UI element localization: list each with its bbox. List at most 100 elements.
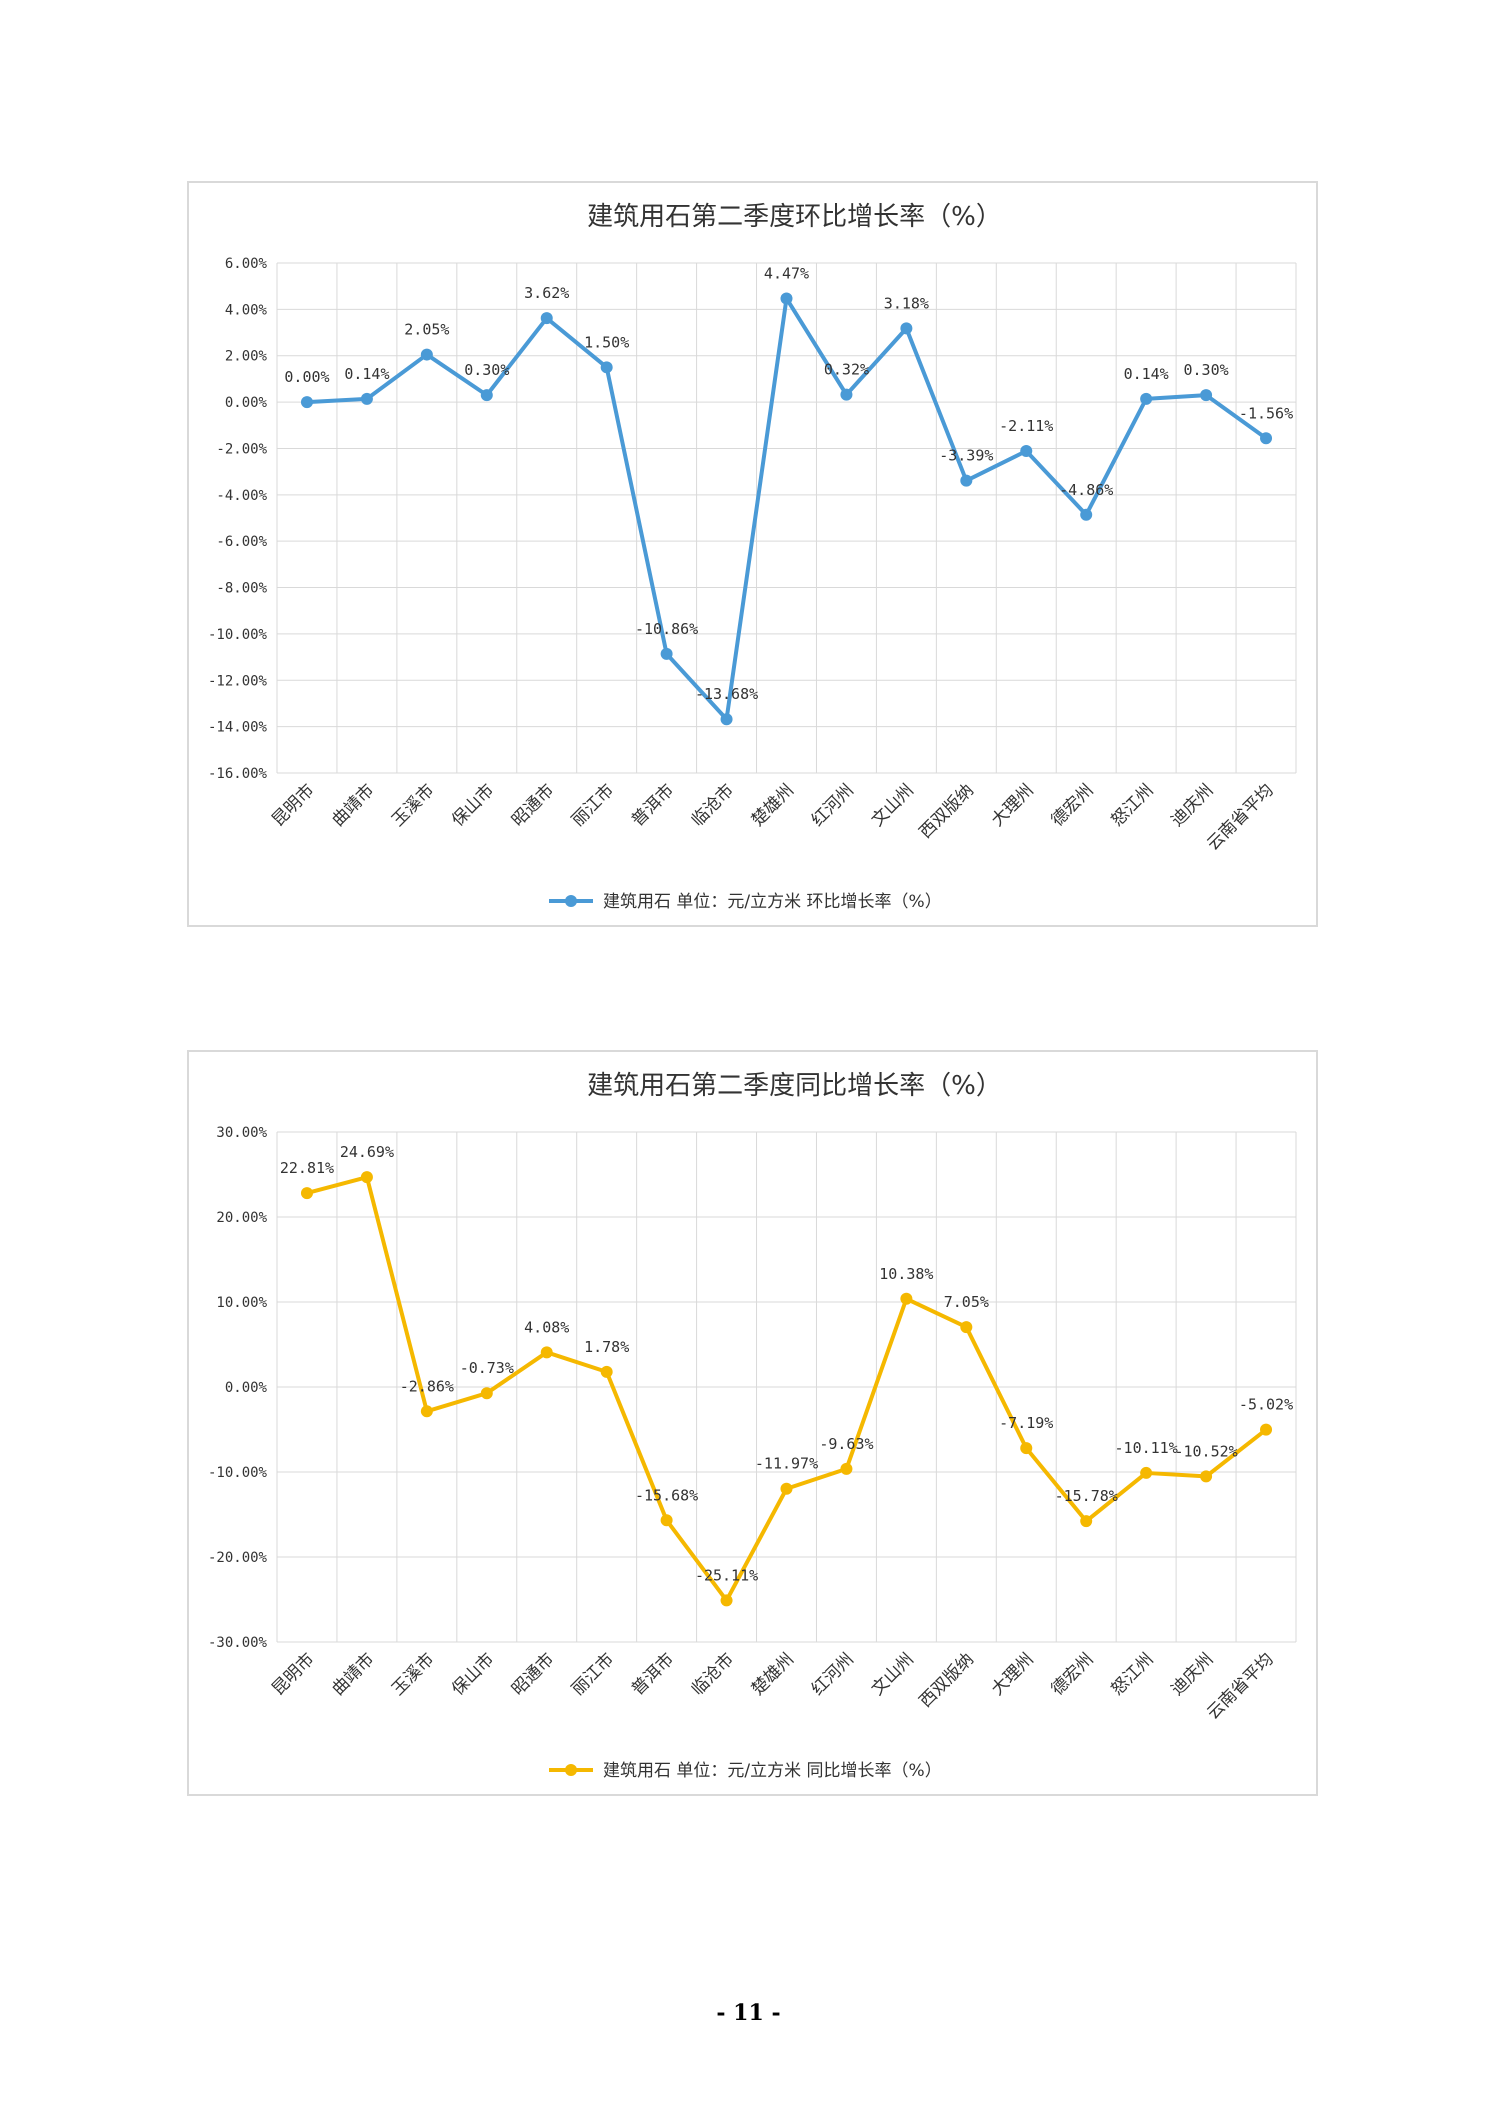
data-point <box>420 1405 433 1418</box>
x-tick-label: 丽江市 <box>568 1649 618 1699</box>
data-point <box>1020 1442 1033 1455</box>
y-tick-label: -16.00% <box>208 766 268 782</box>
data-label: -11.97% <box>755 1455 818 1473</box>
y-tick-label: -30.00% <box>208 1635 268 1651</box>
data-label: 3.62% <box>524 284 569 302</box>
x-tick-label: 临沧市 <box>688 780 738 830</box>
x-tick-label: 红河州 <box>808 780 858 830</box>
x-tick-label: 丽江市 <box>568 780 618 830</box>
data-point <box>1260 432 1273 445</box>
x-tick-label: 红河州 <box>808 1649 858 1699</box>
y-tick-label: 2.00% <box>225 349 268 365</box>
data-label: -10.86% <box>635 620 698 638</box>
data-point <box>1020 445 1033 458</box>
y-tick-label: 6.00% <box>225 256 268 272</box>
data-label: 0.32% <box>824 361 869 379</box>
x-tick-label: 昭通市 <box>508 1649 558 1699</box>
data-label: -10.52% <box>1174 1442 1237 1460</box>
data-point <box>780 1482 793 1495</box>
y-tick-label: -14.00% <box>208 720 268 736</box>
data-label: -0.73% <box>460 1359 514 1377</box>
y-tick-label: 20.00% <box>216 1210 267 1226</box>
x-tick-label: 曲靖市 <box>328 780 378 830</box>
x-tick-label: 临沧市 <box>688 1649 738 1699</box>
data-point <box>300 1187 313 1200</box>
data-label: 0.14% <box>344 365 389 383</box>
series-line <box>306 296 1268 722</box>
legend-label: 建筑用石 单位：元/立方米 环比增长率（%） <box>603 892 942 912</box>
data-point <box>1200 389 1213 402</box>
data-label: -2.86% <box>400 1377 454 1395</box>
y-tick-label: -10.00% <box>208 627 268 643</box>
y-tick-label: 0.00% <box>225 1380 268 1396</box>
data-point <box>780 292 793 305</box>
data-point <box>1260 1423 1273 1436</box>
data-point <box>900 1292 913 1305</box>
data-point <box>480 1387 493 1400</box>
y-tick-label: 10.00% <box>216 1295 267 1311</box>
data-label: -9.63% <box>819 1435 873 1453</box>
x-tick-label: 保山市 <box>448 780 498 830</box>
data-point <box>1140 1466 1153 1479</box>
data-label: 1.78% <box>584 1338 629 1356</box>
data-label: 0.14% <box>1124 365 1169 383</box>
y-tick-label: 0.00% <box>225 395 268 411</box>
data-point <box>720 1594 733 1607</box>
data-label: -1.56% <box>1239 404 1293 422</box>
x-tick-label: 德宏州 <box>1048 1649 1098 1699</box>
data-label: -13.68% <box>695 685 758 703</box>
data-point <box>960 474 973 487</box>
legend-marker <box>565 895 577 907</box>
data-label: 0.00% <box>284 368 329 386</box>
x-tick-label: 曲靖市 <box>328 1649 378 1699</box>
chart-mom-svg: 建筑用石第二季度环比增长率（%） 6.00% 4.00% 2.00% 0.00% -2.0… <box>208 202 1297 912</box>
x-tick-label: 昆明市 <box>268 780 318 830</box>
data-point <box>1080 1515 1093 1528</box>
x-tick-label: 大理州 <box>988 1649 1038 1699</box>
x-tick-label: 怒江州 <box>1107 780 1157 830</box>
data-label: -2.11% <box>999 417 1053 435</box>
y-tick-label: -2.00% <box>216 441 267 457</box>
data-label: 4.08% <box>524 1318 569 1336</box>
x-tick-label: 昭通市 <box>508 780 558 830</box>
legend-label: 建筑用石 单位：元/立方米 同比增长率（%） <box>603 1761 942 1781</box>
y-tick-label: 30.00% <box>216 1125 267 1141</box>
y-tick-label: -20.00% <box>208 1550 268 1566</box>
data-point <box>300 396 313 409</box>
y-tick-label: -8.00% <box>216 581 267 597</box>
data-point <box>540 1346 553 1359</box>
data-label: 4.47% <box>764 264 809 282</box>
data-point <box>360 392 373 405</box>
data-point <box>360 1171 373 1184</box>
data-point <box>480 389 493 402</box>
chart-title: 建筑用石第二季度环比增长率（%） <box>587 202 1002 232</box>
data-point <box>660 647 673 660</box>
data-label: 0.30% <box>464 361 509 379</box>
x-tick-label: 保山市 <box>448 1649 498 1699</box>
x-tick-label: 迪庆州 <box>1167 1649 1217 1699</box>
data-point <box>420 348 433 361</box>
x-tick-label: 玉溪市 <box>388 780 438 830</box>
data-point <box>600 361 613 374</box>
data-label: 0.30% <box>1184 361 1229 379</box>
y-tick-label: -6.00% <box>216 534 267 550</box>
data-label: -3.39% <box>939 447 993 465</box>
y-tick-label: -12.00% <box>208 673 268 689</box>
x-tick-label: 普洱市 <box>628 780 678 830</box>
data-label: 10.38% <box>879 1265 933 1283</box>
x-tick-label: 楚雄州 <box>748 780 798 830</box>
data-label: -25.11% <box>695 1566 758 1584</box>
x-tick-label: 昆明市 <box>268 1649 318 1699</box>
data-point <box>1200 1470 1213 1483</box>
page-number: - 11 - <box>716 2000 781 2026</box>
x-tick-label: 文山州 <box>868 1649 918 1699</box>
chart-title: 建筑用石第二季度同比增长率（%） <box>587 1071 1002 1101</box>
data-point <box>900 322 913 335</box>
data-point <box>960 1321 973 1334</box>
chart-mom-growth: 建筑用石第二季度环比增长率（%） 6.00% 4.00% 2.00% 0.00% -2.0… <box>187 181 1318 927</box>
x-tick-label: 玉溪市 <box>388 1649 438 1699</box>
x-tick-label: 德宏州 <box>1048 780 1098 830</box>
data-point <box>840 1462 853 1475</box>
chart-yoy-growth: 建筑用石第二季度同比增长率（%） 30.00% 20.00% 10.00% 0.00% -… <box>187 1050 1318 1796</box>
x-tick-label: 文山州 <box>868 780 918 830</box>
